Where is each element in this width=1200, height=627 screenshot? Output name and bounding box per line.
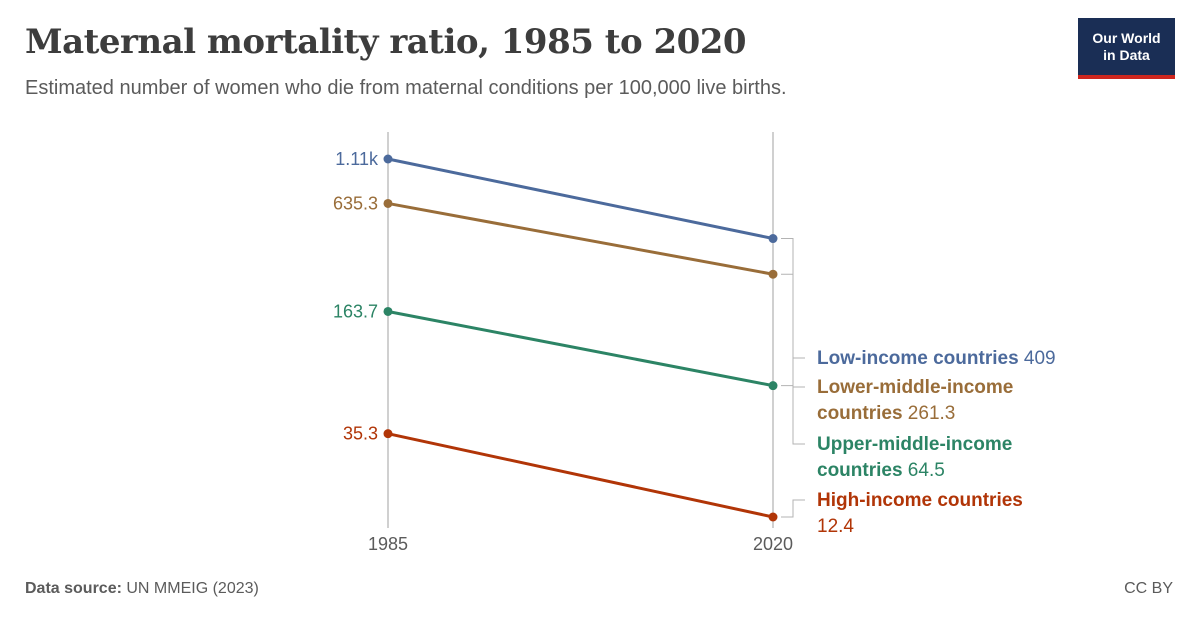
data-source-value[interactable]: UN MMEIG (2023) [126,580,259,597]
series-2-line[interactable] [387,309,774,388]
series-0-line[interactable] [387,157,774,240]
owid-logo[interactable]: Our World in Data [1078,18,1175,79]
series-0-name-line-0: Low-income countries 409 [817,348,1056,369]
series-1-name-line-0: Lower-middle-income [817,377,1013,398]
series-3-point-1985[interactable] [383,429,393,439]
series-1-point-1985[interactable] [383,198,393,208]
series-1-end-value: 261.3 [903,403,956,424]
data-source: Data source: UN MMEIG (2023) [25,580,259,598]
series-1-start-label: 635.3 [333,193,378,213]
series-3-start-label: 35.3 [343,424,378,444]
series-1-label-connector [781,273,805,388]
series-2-point-2020[interactable] [768,381,778,391]
series-2-start-label: 163.7 [333,301,378,321]
x-tick-2020: 2020 [753,534,793,554]
series-1-name-line-1: countries 261.3 [817,403,955,424]
series-0-point-2020[interactable] [768,234,778,244]
series-0-point-1985[interactable] [383,154,393,164]
series-3-end-value: 12.4 [817,516,854,537]
series-2-name-line-0: Upper-middle-income [817,434,1012,455]
x-tick-1985: 1985 [368,534,408,554]
chart-title: Maternal mortality ratio, 1985 to 2020 [25,22,747,62]
series-0-start-label: 1.11k [335,149,379,169]
series-3-point-2020[interactable] [768,512,778,522]
series-2-label-connector [781,385,805,445]
series-1-point-2020[interactable] [768,269,778,279]
series-1-line[interactable] [387,201,774,276]
chart-subtitle: Estimated number of women who die from m… [25,77,787,99]
series-0-end-value: 409 [1019,348,1056,369]
license[interactable]: CC BY [1124,580,1173,597]
series-3-label-connector [781,499,805,518]
logo-line-2: in Data [1103,47,1150,63]
series-2-point-1985[interactable] [383,306,393,316]
logo-line-1: Our World [1092,30,1161,46]
series-3-line[interactable] [387,432,774,519]
series-2-name-line-1: countries 64.5 [817,460,945,481]
data-source-label: Data source: [25,580,122,597]
series-3-name-line-0: High-income countries [817,490,1023,511]
series-2-end-value: 64.5 [903,460,945,481]
